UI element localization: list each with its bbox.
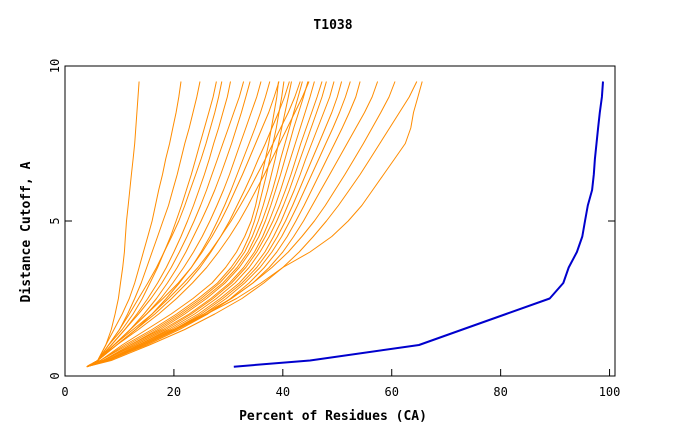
model-series-line bbox=[86, 81, 423, 368]
model-series-line bbox=[86, 81, 310, 368]
model-series-line bbox=[86, 81, 303, 368]
model-series-line bbox=[86, 81, 418, 368]
model-series-line bbox=[86, 81, 327, 368]
model-series-line bbox=[86, 81, 343, 368]
model-series-line bbox=[86, 81, 379, 368]
model-series-line bbox=[86, 81, 323, 368]
model-series-line bbox=[86, 81, 223, 368]
model-series-line bbox=[86, 81, 245, 368]
ticks-layer: 0 20 40 60 80 100 0 5 10 bbox=[48, 59, 620, 399]
chart-title: T1038 bbox=[313, 18, 352, 33]
model-series-line bbox=[86, 81, 301, 368]
x-axis-label: Percent of Residues (CA) bbox=[239, 409, 427, 424]
y-tick-label: 5 bbox=[48, 217, 62, 224]
y-tick-label: 0 bbox=[48, 372, 62, 379]
x-tick-label: 20 bbox=[167, 385, 181, 399]
model-series-line bbox=[86, 81, 361, 368]
x-tick-label: 100 bbox=[599, 385, 621, 399]
model-series-line bbox=[86, 81, 140, 368]
model-series-line bbox=[86, 81, 217, 368]
y-axis-label: Distance Cutoff, A bbox=[19, 161, 34, 302]
model-series-line bbox=[86, 81, 309, 368]
x-tick-label: 0 bbox=[61, 385, 68, 399]
model-series-line bbox=[86, 81, 315, 368]
model-series-line bbox=[86, 81, 182, 368]
model-series-line bbox=[86, 81, 285, 368]
model-series-line bbox=[86, 81, 280, 368]
highlight-series-line bbox=[233, 81, 604, 368]
model-series-line bbox=[86, 81, 231, 368]
model-series-line bbox=[86, 81, 396, 368]
x-tick-label: 40 bbox=[276, 385, 290, 399]
model-series-line bbox=[86, 81, 292, 368]
model-series-line bbox=[86, 81, 335, 368]
series-layer bbox=[86, 81, 604, 368]
x-tick-label: 80 bbox=[493, 385, 507, 399]
x-tick-label: 60 bbox=[385, 385, 399, 399]
model-series-line bbox=[86, 81, 279, 368]
y-tick-label: 10 bbox=[48, 59, 62, 73]
